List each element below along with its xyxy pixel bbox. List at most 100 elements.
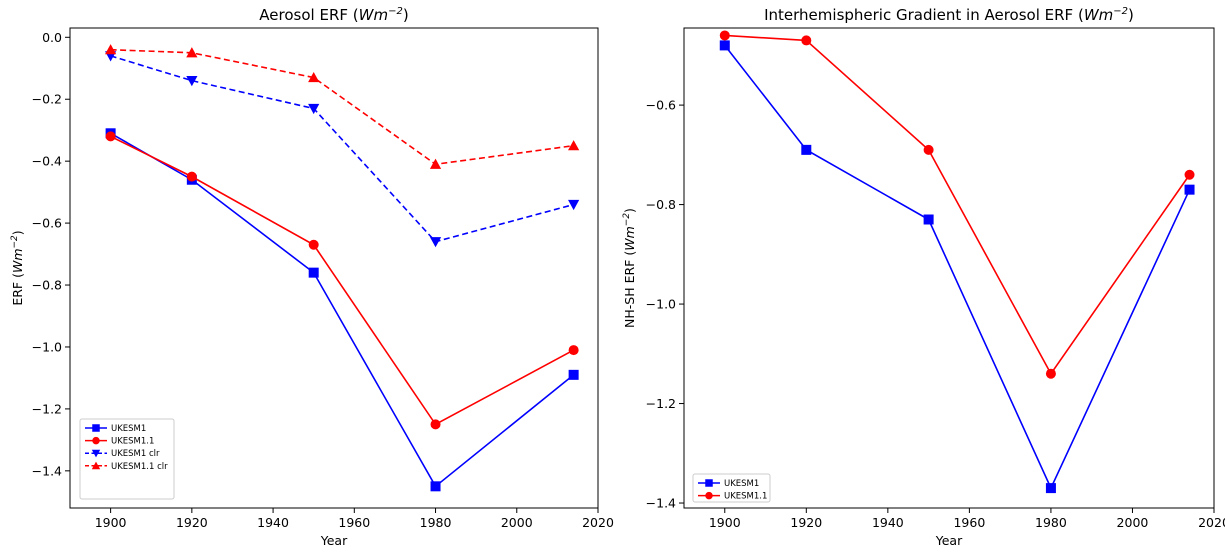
series-ukesm1-1 [105,131,579,430]
chart-title-text: Interhemispheric Gradient in Aerosol ERF… [764,6,1084,24]
data-point [186,76,198,87]
legend-marker-wrap [705,491,713,500]
legend-label: UKESM1.1 [724,492,767,502]
data-point [719,40,730,51]
y-tick-label: −1.0 [646,297,676,312]
data-point [186,171,197,182]
y-axis-label-text: ERF ( [10,273,25,306]
chart-title: Interhemispheric Gradient in Aerosol ERF… [764,6,1134,24]
legend-label: UKESM1 clr [111,449,160,459]
series-line [724,34,1191,376]
x-tick-label: 1980 [1035,515,1067,530]
data-point [308,267,319,278]
data-point [568,140,580,151]
y-tick-label: −1.2 [646,396,676,411]
data-point [430,481,441,492]
data-point [923,214,934,225]
legend-marker [91,449,101,458]
y-axis-label-unit-exponent: −2 [10,235,20,249]
data-point [105,44,117,55]
series-ukesm1 [105,128,579,492]
data-point [719,30,730,41]
chart-panel-1: Aerosol ERF (Wm−2)1900 1920 1940 1960 1980 20… [10,6,614,548]
y-tick-label: −0.6 [646,98,676,113]
series-line [110,132,575,488]
series-ukesm1-clr [105,51,580,248]
legend-label: UKESM1 [111,424,146,434]
data-point [801,35,812,46]
y-axis-label-unit: Wm [622,226,637,251]
data-point [429,158,442,169]
y-axis-label: NH-SH ERF (Wm−2) [622,208,637,328]
series-line [110,55,574,243]
y-tick-label: −0.6 [32,216,62,231]
x-tick-label: 1940 [257,515,289,530]
data-point [568,199,580,211]
data-point [308,239,319,250]
x-tick-label: 1940 [872,515,904,530]
chart-title-unit-exponent: −2 [1113,6,1128,17]
x-tick-label: 1980 [420,515,452,530]
data-point [1184,169,1195,180]
chart-title-text: Aerosol ERF ( [259,6,358,24]
data-point [923,144,934,155]
chart-title: Aerosol ERF (Wm−2) [259,6,408,24]
x-tick-label: 1960 [953,515,985,530]
data-point [801,144,812,155]
series-ukesm1-1 [719,30,1195,379]
y-axis-label-close: ) [10,230,25,235]
x-axis-label: Year [320,533,348,548]
legend-marker-wrap [92,436,100,445]
y-tick-label: −1.4 [32,463,62,478]
legend-marker [92,424,100,432]
y-tick-label: −0.8 [646,197,676,212]
data-point [105,131,116,142]
legend-marker [705,491,713,500]
data-point [568,369,579,380]
y-tick-label: −0.8 [32,278,62,293]
data-point [429,237,442,248]
y-axis-label: ERF (Wm−2) [10,230,25,305]
legend-label: UKESM1.1 [111,437,154,447]
legend-marker [91,461,101,470]
data-point [308,71,320,83]
chart-title-unit: Wm [359,6,388,24]
legend: UKESM1 UKESM1.1 [692,473,771,503]
plot-frame [69,27,599,509]
chart-title-close: ) [1128,6,1134,24]
series-line [110,135,575,426]
series-line [110,48,574,166]
chart-title-unit-exponent: −2 [388,6,403,17]
series-ukesm1 [719,40,1195,494]
x-tick-label: 2000 [1117,515,1149,530]
legend-marker-wrap [92,424,100,432]
data-point [1045,483,1056,494]
data-point [186,47,198,58]
x-tick-label: 2000 [501,515,533,530]
legend-marker [705,479,713,487]
legend-label: UKESM1 [724,479,759,489]
chart-panel-2: Interhemispheric Gradient in Aerosol ERF… [622,6,1225,548]
data-point [1184,184,1195,195]
plot-frame [683,27,1215,509]
y-axis-label-text: NH-SH ERF ( [622,251,637,328]
x-tick-label: 1900 [95,515,127,530]
series-line [724,44,1191,491]
data-point [308,103,320,115]
legend-label: UKESM1.1 clr [111,462,168,472]
legend-marker-wrap [91,461,101,470]
y-axis-label-close: ) [622,208,637,213]
legend-marker-wrap [91,449,101,458]
data-point [568,345,579,356]
chart-title-close: ) [403,6,409,24]
x-tick-label: 1900 [709,515,741,530]
y-tick-label: −0.4 [32,154,62,169]
series-ukesm1-1-clr [105,44,580,169]
y-axis-label-unit-exponent: −2 [622,213,632,227]
x-tick-label: 1920 [790,515,822,530]
y-tick-label: −1.2 [32,401,62,416]
y-axis-label-unit: Wm [10,249,25,274]
legend-marker [92,436,100,445]
